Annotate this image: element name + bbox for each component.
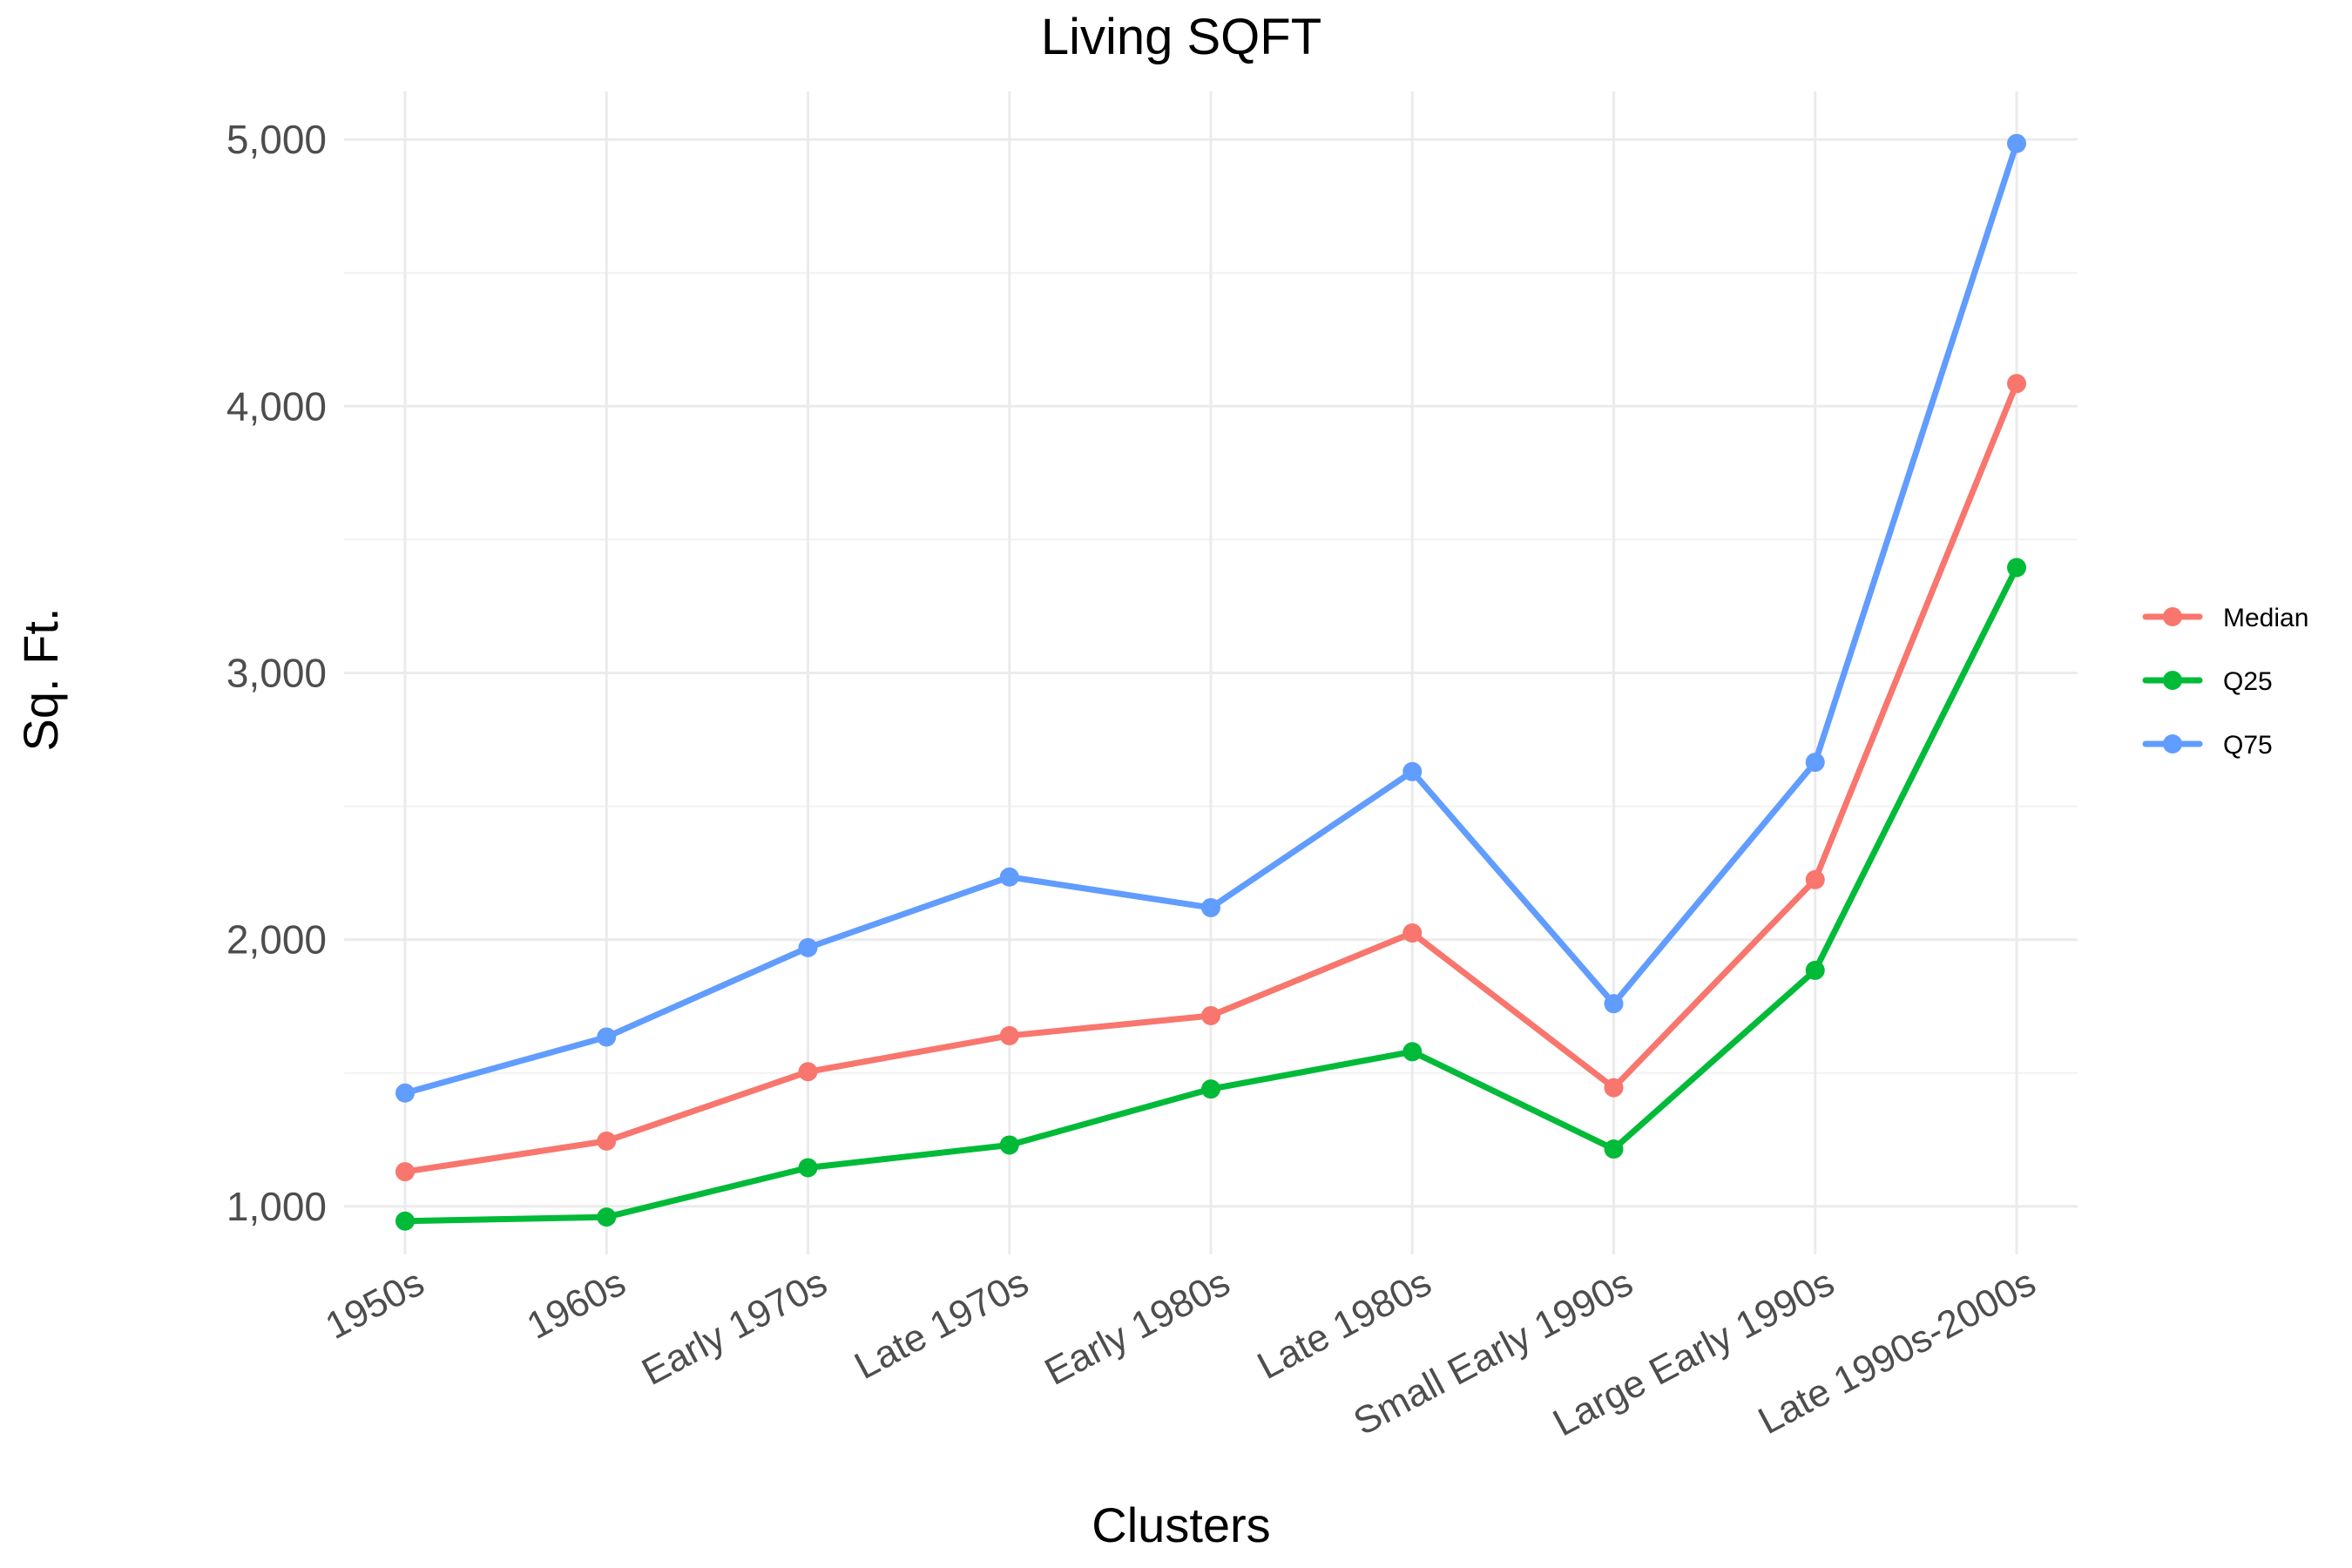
data-point-q25 bbox=[999, 1135, 1019, 1155]
x-tick-label: Early 1980s bbox=[1038, 1261, 1237, 1394]
legend: Median Q25 Q75 bbox=[2142, 604, 2308, 760]
data-point-median bbox=[2007, 374, 2026, 394]
x-tick-label: Early 1970s bbox=[635, 1261, 834, 1394]
data-point-median bbox=[798, 1062, 818, 1082]
y-tick-label: 1,000 bbox=[226, 1184, 327, 1229]
data-point-q75 bbox=[1604, 994, 1624, 1014]
data-point-q75 bbox=[798, 937, 818, 957]
x-tick-label: 1950s bbox=[319, 1261, 431, 1348]
data-point-q25 bbox=[395, 1211, 415, 1231]
data-point-q75 bbox=[1805, 753, 1825, 773]
chart-title: Living SQFT bbox=[1041, 9, 1321, 65]
data-point-q25 bbox=[1402, 1042, 1423, 1062]
y-tick-label: 3,000 bbox=[226, 651, 327, 696]
x-axis-title: Clusters bbox=[1092, 1497, 1270, 1552]
data-point-q75 bbox=[395, 1083, 415, 1103]
data-point-q75 bbox=[597, 1027, 617, 1047]
grid-lines bbox=[344, 91, 2078, 1254]
data-point-median bbox=[1604, 1078, 1624, 1098]
data-point-q25 bbox=[798, 1158, 818, 1178]
x-axis-ticks: 1950s 1960s Early 1970s Late 1970s Early 198… bbox=[319, 1261, 2043, 1445]
data-point-median bbox=[1805, 869, 1825, 889]
data-point-median bbox=[597, 1131, 617, 1151]
legend-label-q75: Q75 bbox=[2223, 731, 2273, 760]
y-tick-label: 5,000 bbox=[226, 117, 327, 162]
y-tick-label: 4,000 bbox=[226, 383, 327, 429]
data-point-q75 bbox=[2007, 133, 2026, 153]
data-point-q25 bbox=[1201, 1079, 1220, 1099]
data-point-q75 bbox=[999, 867, 1019, 887]
y-axis-ticks: 1,000 2,000 3,000 4,000 5,000 bbox=[226, 117, 327, 1229]
data-point-q25 bbox=[597, 1207, 617, 1227]
data-point-median bbox=[1402, 923, 1423, 943]
legend-label-median: Median bbox=[2223, 604, 2308, 632]
y-tick-label: 2,000 bbox=[226, 917, 327, 963]
data-point-median bbox=[395, 1162, 415, 1182]
data-point-q75 bbox=[1402, 761, 1423, 781]
data-point-q25 bbox=[1805, 960, 1825, 980]
legend-label-q25: Q25 bbox=[2223, 667, 2273, 696]
data-point-median bbox=[1201, 1005, 1220, 1025]
data-point-q75 bbox=[1201, 897, 1220, 917]
legend-key-point bbox=[2163, 607, 2182, 626]
series-points bbox=[395, 133, 2026, 1231]
data-point-median bbox=[999, 1025, 1019, 1045]
legend-key-point bbox=[2163, 734, 2182, 754]
x-tick-label: 1960s bbox=[520, 1261, 632, 1348]
data-point-q25 bbox=[1604, 1139, 1624, 1159]
y-axis-title: Sq. Ft. bbox=[13, 608, 68, 752]
data-point-q25 bbox=[2007, 558, 2026, 578]
x-tick-label: Late 1980s bbox=[1251, 1261, 1438, 1388]
legend-key-point bbox=[2163, 671, 2182, 690]
x-tick-label: Late 1970s bbox=[848, 1261, 1035, 1388]
